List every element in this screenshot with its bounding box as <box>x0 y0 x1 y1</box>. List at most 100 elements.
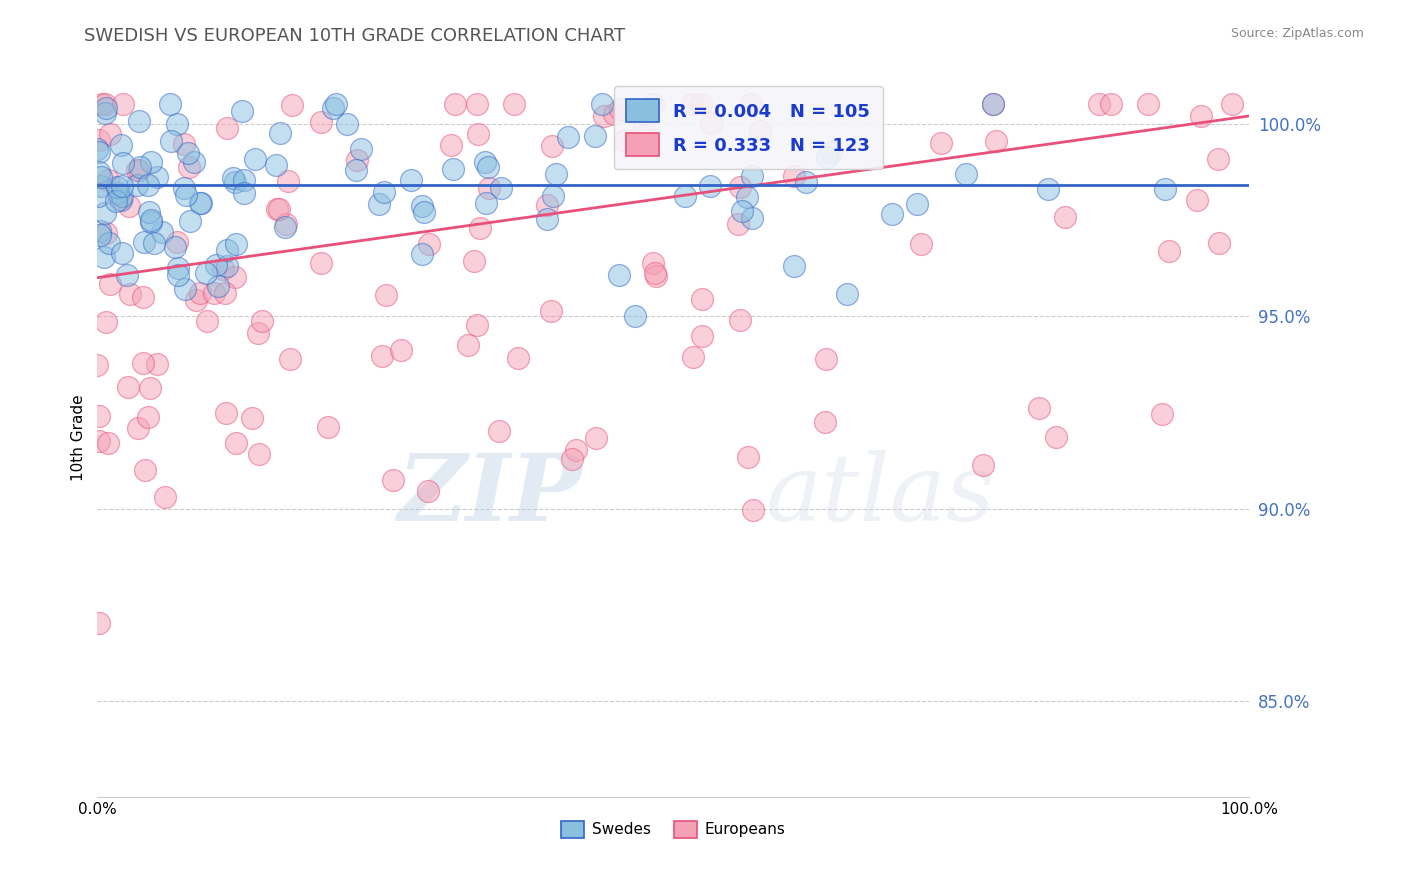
Point <box>125 178 148 192</box>
Point <box>350 142 373 156</box>
Point <box>441 162 464 177</box>
Point <box>373 185 395 199</box>
Point <box>98 236 121 251</box>
Point <box>131 355 153 369</box>
Point <box>167 261 190 276</box>
Point <box>87 409 110 423</box>
Point <box>105 180 128 194</box>
Point <box>955 167 977 181</box>
Point <box>1136 97 1159 112</box>
Point <box>1208 152 1230 166</box>
Point <box>463 253 485 268</box>
Point <box>117 380 139 394</box>
Point <box>89 227 111 242</box>
Point <box>418 237 440 252</box>
Point <box>231 104 253 119</box>
Point <box>94 315 117 329</box>
Point <box>111 189 134 203</box>
Point <box>173 181 195 195</box>
Point <box>94 105 117 120</box>
Point <box>728 313 751 327</box>
Point <box>202 286 225 301</box>
Text: ZIP: ZIP <box>396 450 581 540</box>
Point <box>1159 244 1181 259</box>
Point <box>87 616 110 631</box>
Point <box>731 204 754 219</box>
Point <box>344 162 367 177</box>
Point <box>127 421 149 435</box>
Point <box>741 169 763 183</box>
Point <box>195 314 218 328</box>
Point <box>159 97 181 112</box>
Point <box>217 121 239 136</box>
Point <box>91 97 114 112</box>
Point <box>737 450 759 464</box>
Point <box>641 97 664 112</box>
Point <box>565 442 588 457</box>
Point <box>478 181 501 195</box>
Point <box>233 173 256 187</box>
Point <box>163 240 186 254</box>
Point <box>815 351 838 366</box>
Point <box>128 114 150 128</box>
Point <box>93 97 115 112</box>
Point <box>544 167 567 181</box>
Point <box>153 490 176 504</box>
Point <box>225 236 247 251</box>
Point <box>177 146 200 161</box>
Point <box>98 127 121 141</box>
Point <box>224 175 246 189</box>
Point <box>467 127 489 141</box>
Point <box>111 246 134 260</box>
Point <box>139 155 162 169</box>
Point <box>536 211 558 226</box>
Point <box>232 186 254 201</box>
Point <box>212 261 235 276</box>
Point <box>880 207 903 221</box>
Point <box>541 188 564 202</box>
Point <box>981 97 1004 112</box>
Point <box>86 358 108 372</box>
Point <box>741 211 763 225</box>
Point <box>179 214 201 228</box>
Point <box>94 205 117 219</box>
Point <box>269 126 291 140</box>
Point <box>368 196 391 211</box>
Point <box>173 137 195 152</box>
Point <box>214 286 236 301</box>
Point <box>264 158 287 172</box>
Point <box>592 109 614 123</box>
Point <box>536 198 558 212</box>
Point <box>609 103 631 117</box>
Point <box>322 101 344 115</box>
Point <box>399 172 422 186</box>
Point <box>142 235 165 250</box>
Point <box>1045 429 1067 443</box>
Point <box>87 133 110 147</box>
Point <box>96 101 118 115</box>
Point <box>503 97 526 112</box>
Point <box>1028 401 1050 415</box>
Point <box>173 282 195 296</box>
Point <box>316 419 339 434</box>
Point <box>134 463 156 477</box>
Point <box>440 138 463 153</box>
Point <box>128 163 150 178</box>
Point <box>90 169 112 184</box>
Point <box>623 310 645 324</box>
Point <box>413 205 436 219</box>
Point <box>689 97 711 112</box>
Point <box>240 411 263 425</box>
Point <box>205 258 228 272</box>
Point <box>215 406 238 420</box>
Point <box>108 192 131 206</box>
Point <box>336 117 359 131</box>
Point <box>690 329 713 343</box>
Point <box>111 155 134 169</box>
Point <box>89 224 111 238</box>
Point <box>222 171 245 186</box>
Point <box>585 128 607 143</box>
Point <box>225 436 247 450</box>
Point <box>246 326 269 340</box>
Legend: Swedes, Europeans: Swedes, Europeans <box>555 815 792 844</box>
